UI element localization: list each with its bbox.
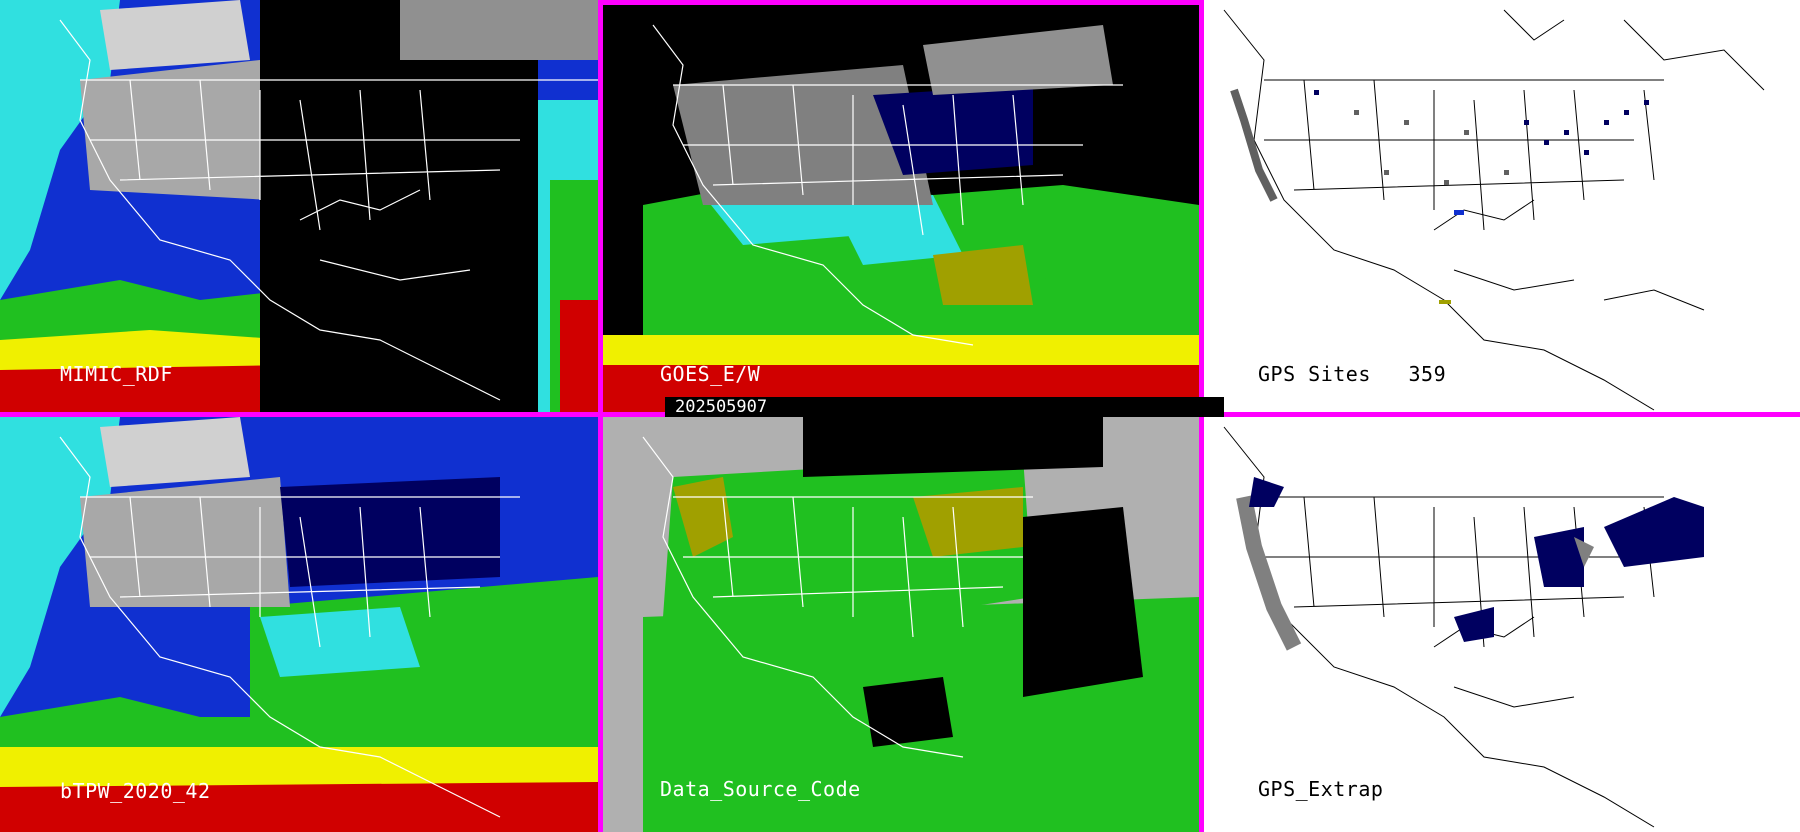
timestamp-bar: 202505907 xyxy=(665,397,1224,417)
panel-gps-extrap: GPS_Extrap xyxy=(1204,417,1800,832)
panel-label-btpw: bTPW_2020_42 xyxy=(60,779,211,803)
panel-btpw: bTPW_2020_42 xyxy=(0,417,598,832)
panel-goes-ew: GOES_E/W xyxy=(603,5,1199,412)
map-gps-sites xyxy=(1204,0,1800,412)
panel-label-gps-sites: GPS Sites 359 xyxy=(1258,362,1447,386)
panel-gps-sites: GPS Sites 359 xyxy=(1204,0,1800,412)
panel-label-data-source-code: Data_Source_Code xyxy=(660,777,861,801)
map-mimic-rdf xyxy=(0,0,598,412)
panel-label-goes-ew: GOES_E/W xyxy=(660,362,761,386)
map-data-source-code xyxy=(603,417,1199,832)
panel-label-mimic-rdf: MIMIC_RDF xyxy=(60,362,173,386)
panel-mimic-rdf: MIMIC_RDF xyxy=(0,0,598,412)
panel-data-source-code: Data_Source_Code xyxy=(603,417,1199,832)
map-goes-ew xyxy=(603,5,1199,412)
map-gps-extrap xyxy=(1204,417,1800,832)
panel-label-gps-extrap: GPS_Extrap xyxy=(1258,777,1384,801)
map-btpw xyxy=(0,417,598,832)
